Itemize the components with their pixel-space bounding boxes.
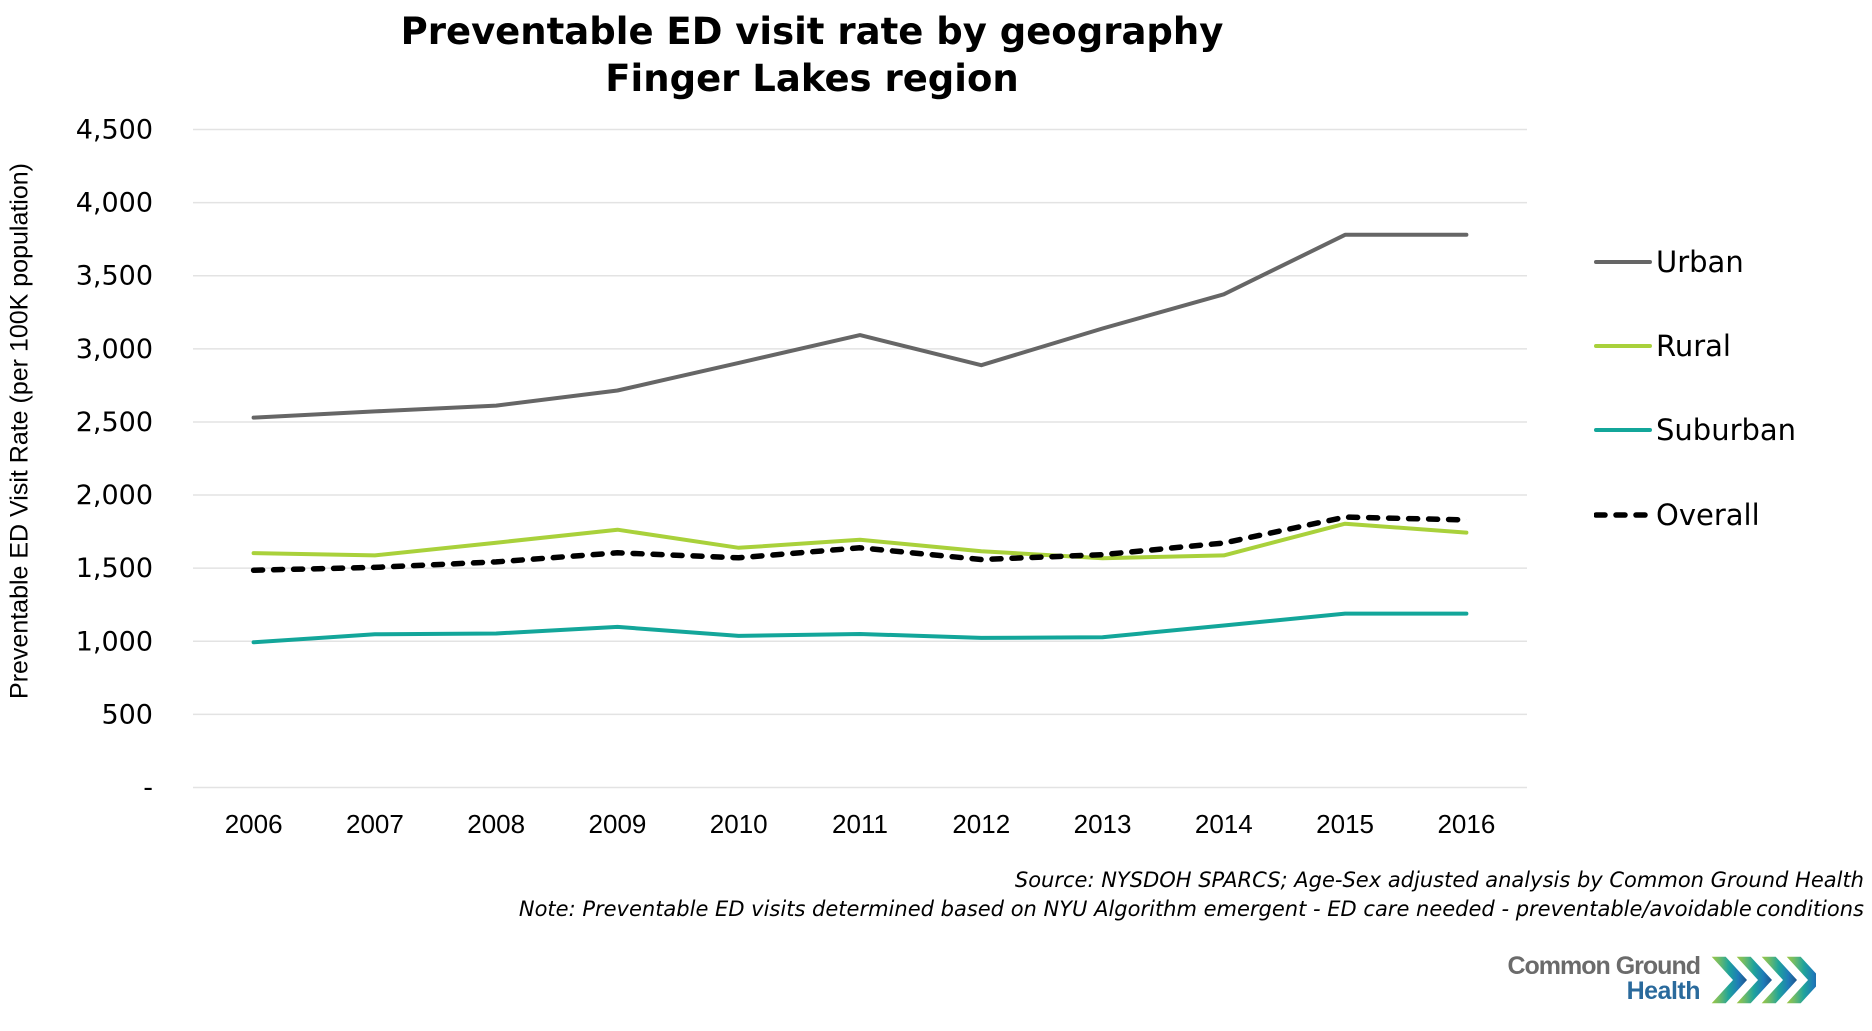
y-tick-label: 4,500 [76,115,153,146]
logo-text-common-ground: Common Ground [1507,952,1701,980]
legend-label: Overall [1656,498,1760,532]
series-lines [250,232,1470,645]
legend-label: Rural [1656,329,1731,363]
legend-item-overall: Overall [1594,495,1854,535]
series-line-rural [251,521,1469,561]
y-tick-label: - [143,773,153,804]
legend-swatch-suburban [1594,428,1652,432]
y-tick-label: 1,000 [76,626,153,657]
source-note: Source: NYSDOH SPARCS; Age-Sex adjusted … [1014,868,1864,892]
legend-item-rural: Rural [1594,326,1854,366]
common-ground-health-logo: Common Ground Health [1507,952,1818,1008]
chart-title-block: Preventable ED visit rate by geography F… [0,8,1624,102]
chevron-icon [1783,955,1816,1005]
y-axis-ticks: - 500 1,000 1,500 2,000 2,500 3,000 3,500 4,000 4… [76,115,153,804]
series-line-overall [250,514,1470,573]
y-tick-label: 1,500 [76,553,153,584]
x-tick-label: 2006 [225,809,283,839]
chevron-icon [1758,955,1800,1005]
legend-item-suburban: Suburban [1594,410,1854,450]
x-tick-label: 2014 [1195,809,1253,839]
chart-title: Preventable ED visit rate by geography [400,10,1224,53]
y-axis-title: Preventable ED Visit Rate (per 100K popu… [5,163,34,699]
legend-label: Suburban [1656,413,1797,447]
y-tick-label: 2,500 [76,407,153,438]
series-line-urban [251,232,1469,420]
logo-text-health: Health [1626,977,1701,1005]
x-tick-label: 2008 [467,809,525,839]
x-tick-label: 2016 [1437,809,1495,839]
y-tick-label: 3,000 [76,334,153,365]
chevron-icon [1708,955,1750,1005]
x-tick-label: 2007 [346,809,404,839]
x-tick-label: 2013 [1074,809,1132,839]
y-tick-label: 2,000 [76,480,153,511]
legend-label: Urban [1656,245,1744,279]
legend-swatch-urban [1594,260,1652,264]
chevron-icon [1733,955,1775,1005]
y-tick-label: 4,000 [76,188,153,219]
chart-subtitle: Finger Lakes region [605,57,1019,100]
gridlines [193,128,1527,789]
series-line-suburban [251,611,1469,645]
x-tick-label: 2009 [589,809,647,839]
chevron-arrows-icon [1708,955,1816,1005]
x-tick-label: 2010 [710,809,768,839]
x-tick-label: 2015 [1316,809,1374,839]
y-tick-label: 3,500 [76,261,153,292]
x-axis-ticks: 2006 2007 2008 2009 2010 2011 2012 2013 2014 2015… [225,809,1496,839]
legend-swatch-rural [1594,344,1652,348]
chart-notes: Source: NYSDOH SPARCS; Age-Sex adjusted … [519,866,1864,924]
x-tick-label: 2011 [832,809,888,839]
method-note: Note: Preventable ED visits determined b… [518,897,1864,921]
y-tick-label: 500 [101,699,153,730]
x-tick-label: 2012 [952,809,1010,839]
legend-item-urban: Urban [1594,242,1854,282]
legend-swatch-overall [1594,512,1652,518]
